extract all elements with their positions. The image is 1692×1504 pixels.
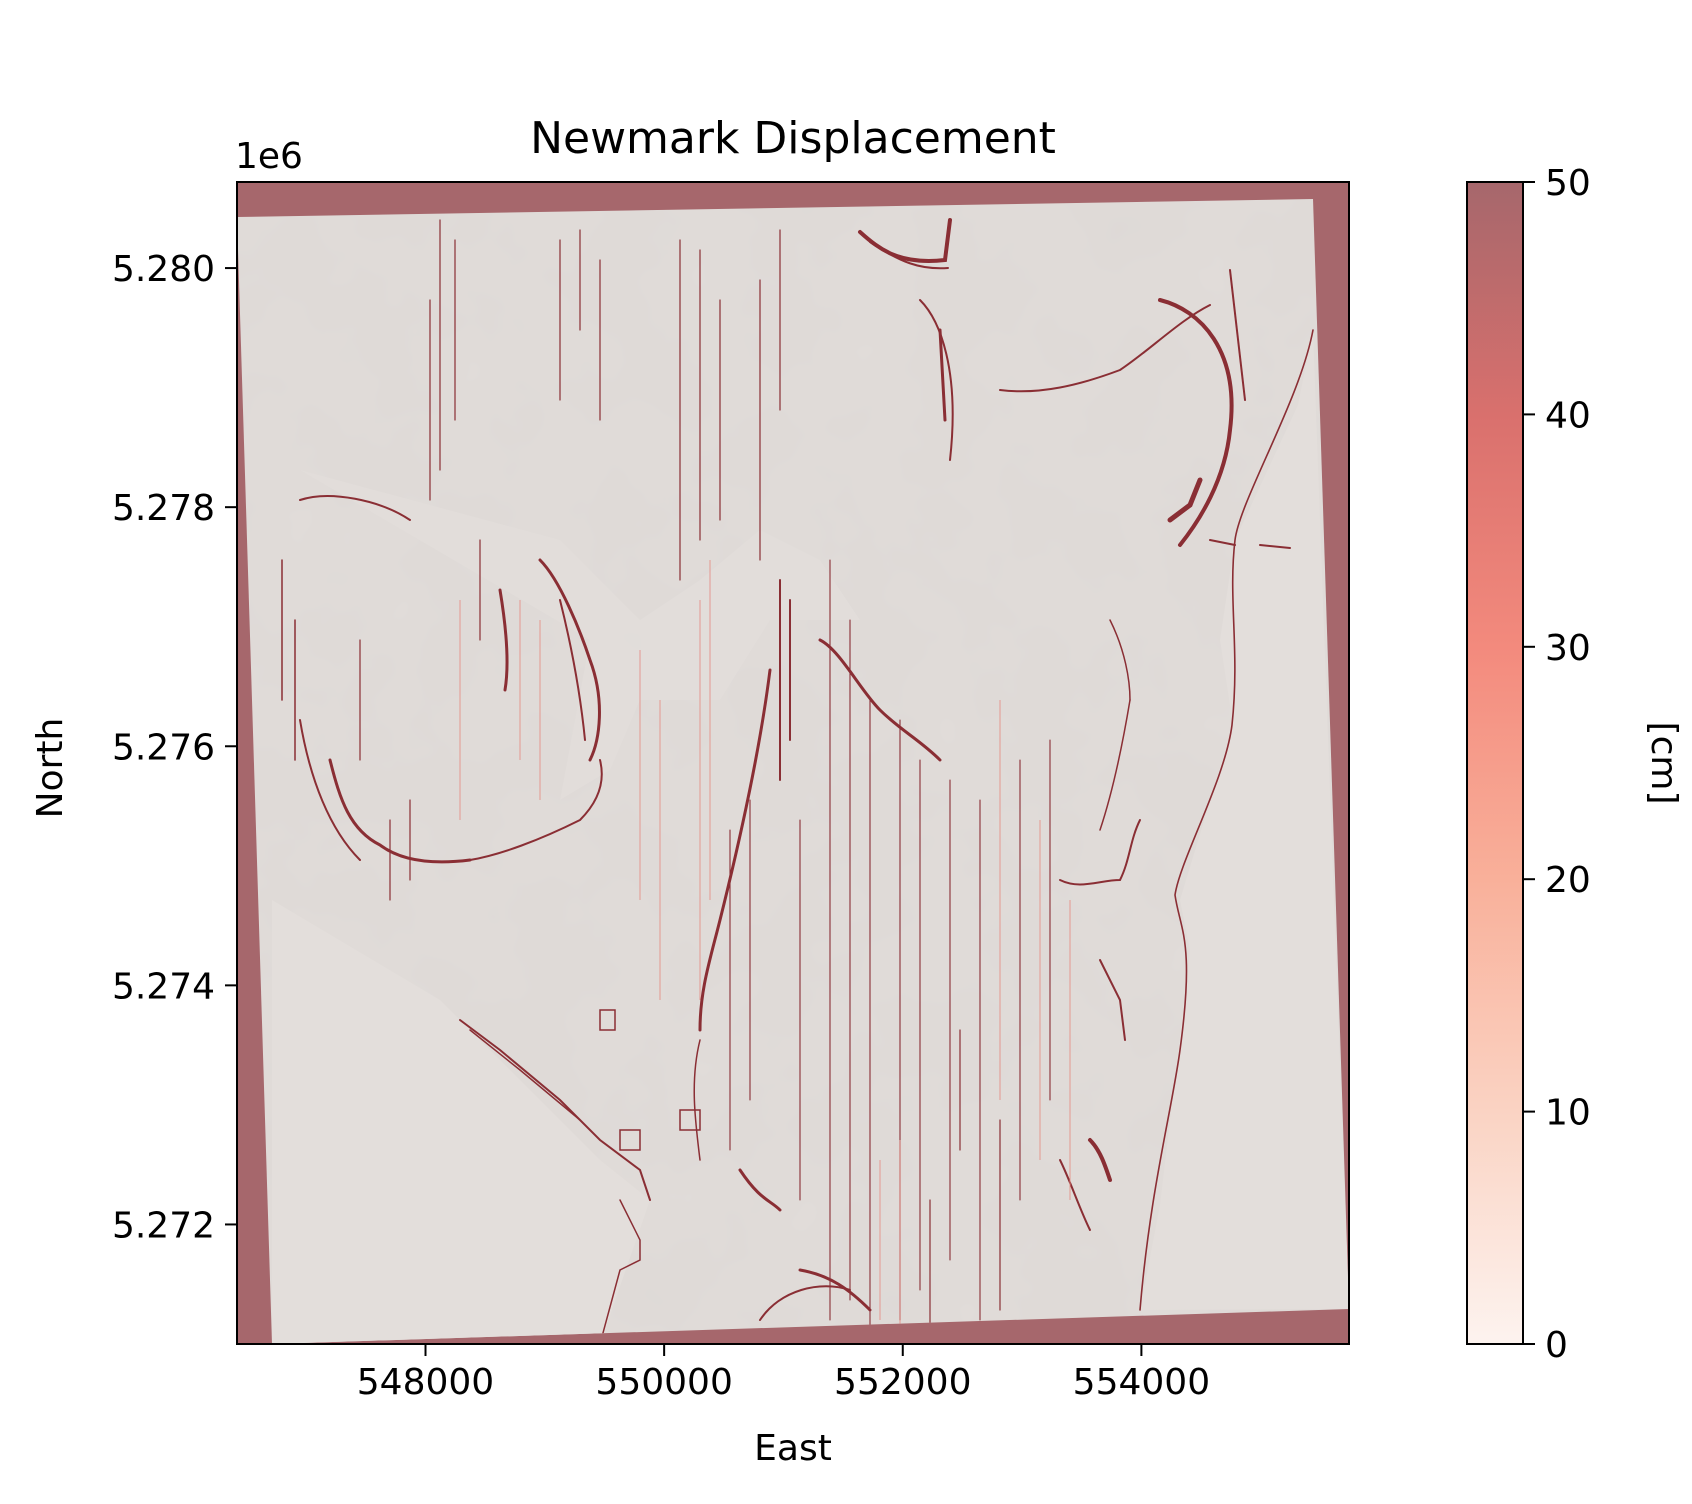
colorbar-gradient [1466,181,1524,1345]
colorbar-tick-label: 30 [1545,628,1591,669]
water-body [300,470,860,800]
y-axis: 5.272 5.274 5.276 5.278 5.280 [112,249,237,1246]
colorbar-tick-label: 40 [1545,395,1591,436]
colorbar-label: [cm] [1643,722,1684,805]
y-tick-label: 5.272 [112,1205,215,1246]
y-axis-label: North [30,718,71,819]
colorbar-ticks: 0 10 20 30 40 50 [1523,163,1591,1366]
x-axis-label: East [754,1428,832,1469]
displacement-features [281,218,1314,1344]
colorbar-tick-label: 20 [1545,860,1591,901]
colorbar-tick-label: 50 [1545,163,1591,204]
chart-title: Newmark Displacement [530,113,1056,164]
water-body [272,900,650,1344]
map-image [236,181,1350,1345]
y-offset-label: 1e6 [235,136,303,177]
water-body [1140,330,1349,1310]
y-tick-label: 5.278 [112,488,215,529]
x-tick-label: 554000 [1073,1362,1210,1403]
y-tick-label: 5.274 [112,966,215,1007]
x-tick-label: 552000 [834,1362,971,1403]
colorbar-tick-label: 10 [1545,1093,1591,1134]
hillshade-texture [237,199,1349,1344]
colorbar: 0 10 20 30 40 50 [cm] [1466,163,1684,1366]
x-axis: 548000 550000 552000 554000 [357,1344,1210,1403]
colorbar-tick-label: 0 [1545,1325,1568,1366]
displacement-features-light [459,560,1071,1330]
y-tick-label: 5.280 [112,249,215,290]
x-tick-label: 550000 [595,1362,732,1403]
x-tick-label: 548000 [357,1362,494,1403]
axes-frame [236,181,1350,1345]
y-tick-label: 5.276 [112,727,215,768]
